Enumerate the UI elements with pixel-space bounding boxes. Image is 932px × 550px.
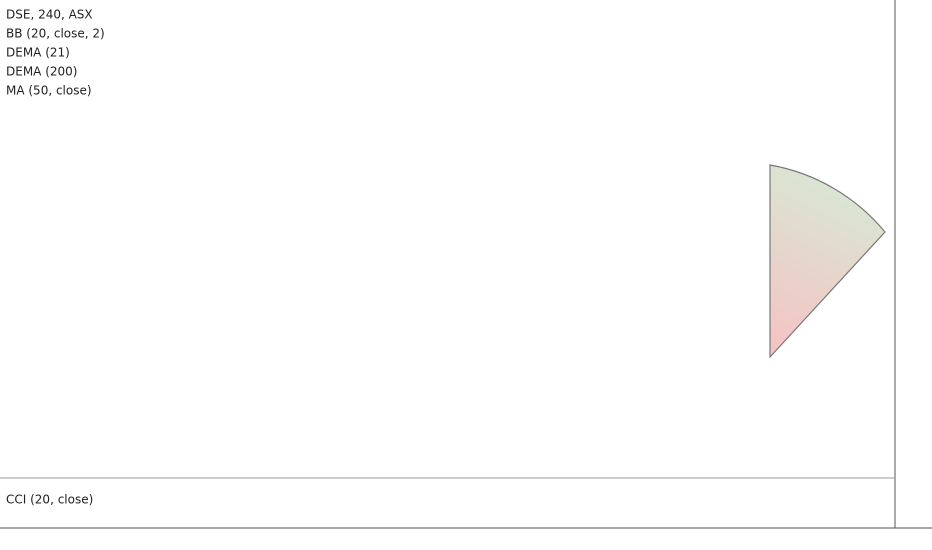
legend-entry: DEMA (200) (6, 65, 77, 79)
symbol-title: DSE, 240, ASX (6, 8, 93, 22)
fan-drawing (769, 164, 886, 359)
cci-title: CCI (20, close) (6, 493, 93, 507)
legend-entry: BB (20, close, 2) (6, 27, 105, 41)
legend-entry: DEMA (21) (6, 46, 70, 60)
legend-entry: MA (50, close) (6, 84, 92, 98)
